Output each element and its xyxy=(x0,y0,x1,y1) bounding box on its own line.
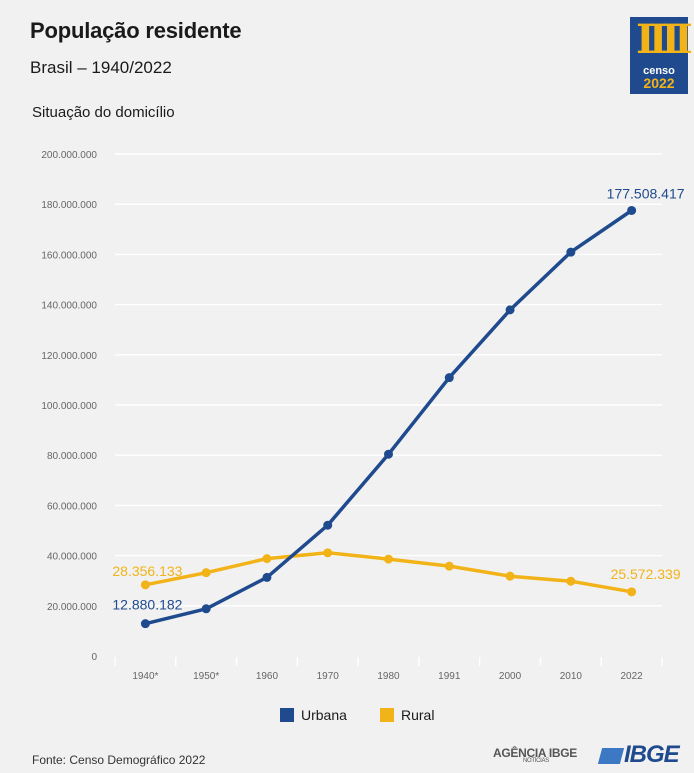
data-point-urbana xyxy=(566,247,576,257)
data-point-urbana xyxy=(627,205,637,215)
censo-logo-word: censo xyxy=(643,65,675,77)
x-tick-label: 1991 xyxy=(438,671,461,682)
legend-swatch-rural xyxy=(380,708,394,722)
ibge-logo: IBGE xyxy=(597,741,680,769)
data-point-rural xyxy=(323,548,333,558)
data-label: 177.508.417 xyxy=(607,185,685,201)
data-point-urbana xyxy=(384,449,393,459)
y-tick-label: 200.000.000 xyxy=(41,150,97,161)
censo-tally-mark: IIII xyxy=(636,16,693,63)
page-title: População residente xyxy=(30,18,242,43)
y-tick-label: 160.000.000 xyxy=(41,250,97,261)
x-tick-label: 2022 xyxy=(620,671,643,682)
y-tick-label: 40.000.000 xyxy=(47,552,97,563)
censo-logo: IIII censo 2022 xyxy=(630,16,693,94)
ibge-mark-icon xyxy=(597,747,625,764)
y-tick-label: 180.000.000 xyxy=(41,200,97,211)
legend-rural: Rural xyxy=(380,707,434,723)
x-tick-label: 1980 xyxy=(377,671,400,682)
x-tick-label: 2000 xyxy=(499,671,522,682)
data-label: 12.880.182 xyxy=(112,597,182,613)
data-point-urbana xyxy=(444,373,454,383)
legend-urbana: Urbana xyxy=(280,707,347,723)
data-point-rural xyxy=(384,554,393,564)
agencia-ibge-logo: AGÊNCIA IBGE NOTÍCIAS xyxy=(493,746,577,764)
data-point-urbana xyxy=(505,305,515,315)
data-point-rural xyxy=(566,576,576,586)
data-point-rural xyxy=(262,554,272,564)
legend-swatch-urbana xyxy=(280,708,294,722)
agencia-noticias-text: NOTÍCIAS xyxy=(523,758,549,764)
y-tick-label: 60.000.000 xyxy=(47,501,97,512)
ibge-logo-text: IBGE xyxy=(624,741,680,768)
y-tick-label: 80.000.000 xyxy=(47,451,97,462)
data-point-urbana xyxy=(140,619,150,629)
y-tick-label: 0 xyxy=(91,652,97,663)
x-tick-label: 1940* xyxy=(132,671,158,682)
censo-logo-year: 2022 xyxy=(643,75,675,91)
y-tick-label: 140.000.000 xyxy=(41,301,97,312)
agencia-ibge-text: AGÊNCIA IBGE xyxy=(493,746,577,760)
y-tick-label: 100.000.000 xyxy=(41,401,97,412)
data-point-rural xyxy=(444,561,454,571)
data-label: 28.356.133 xyxy=(112,563,182,579)
data-point-urbana xyxy=(323,520,333,530)
section-label: Situação do domicílio xyxy=(32,104,175,121)
x-tick-label: 1960 xyxy=(256,671,279,682)
legend-label-rural: Rural xyxy=(401,707,435,723)
page-subtitle: Brasil – 1940/2022 xyxy=(30,58,172,77)
data-point-rural xyxy=(140,580,150,590)
data-point-urbana xyxy=(201,604,211,614)
x-tick-label: 2010 xyxy=(560,671,583,682)
data-point-rural xyxy=(627,587,637,597)
x-tick-label: 1950* xyxy=(193,671,219,682)
data-label: 25.572.339 xyxy=(611,566,681,582)
legend-label-urbana: Urbana xyxy=(301,707,347,723)
y-tick-label: 20.000.000 xyxy=(47,602,97,613)
data-point-urbana xyxy=(262,572,272,582)
data-point-rural xyxy=(201,568,211,578)
data-point-rural xyxy=(505,571,515,581)
x-tick-label: 1970 xyxy=(317,671,340,682)
source-note: Fonte: Censo Demográfico 2022 xyxy=(32,753,206,767)
y-tick-label: 120.000.000 xyxy=(41,351,97,362)
